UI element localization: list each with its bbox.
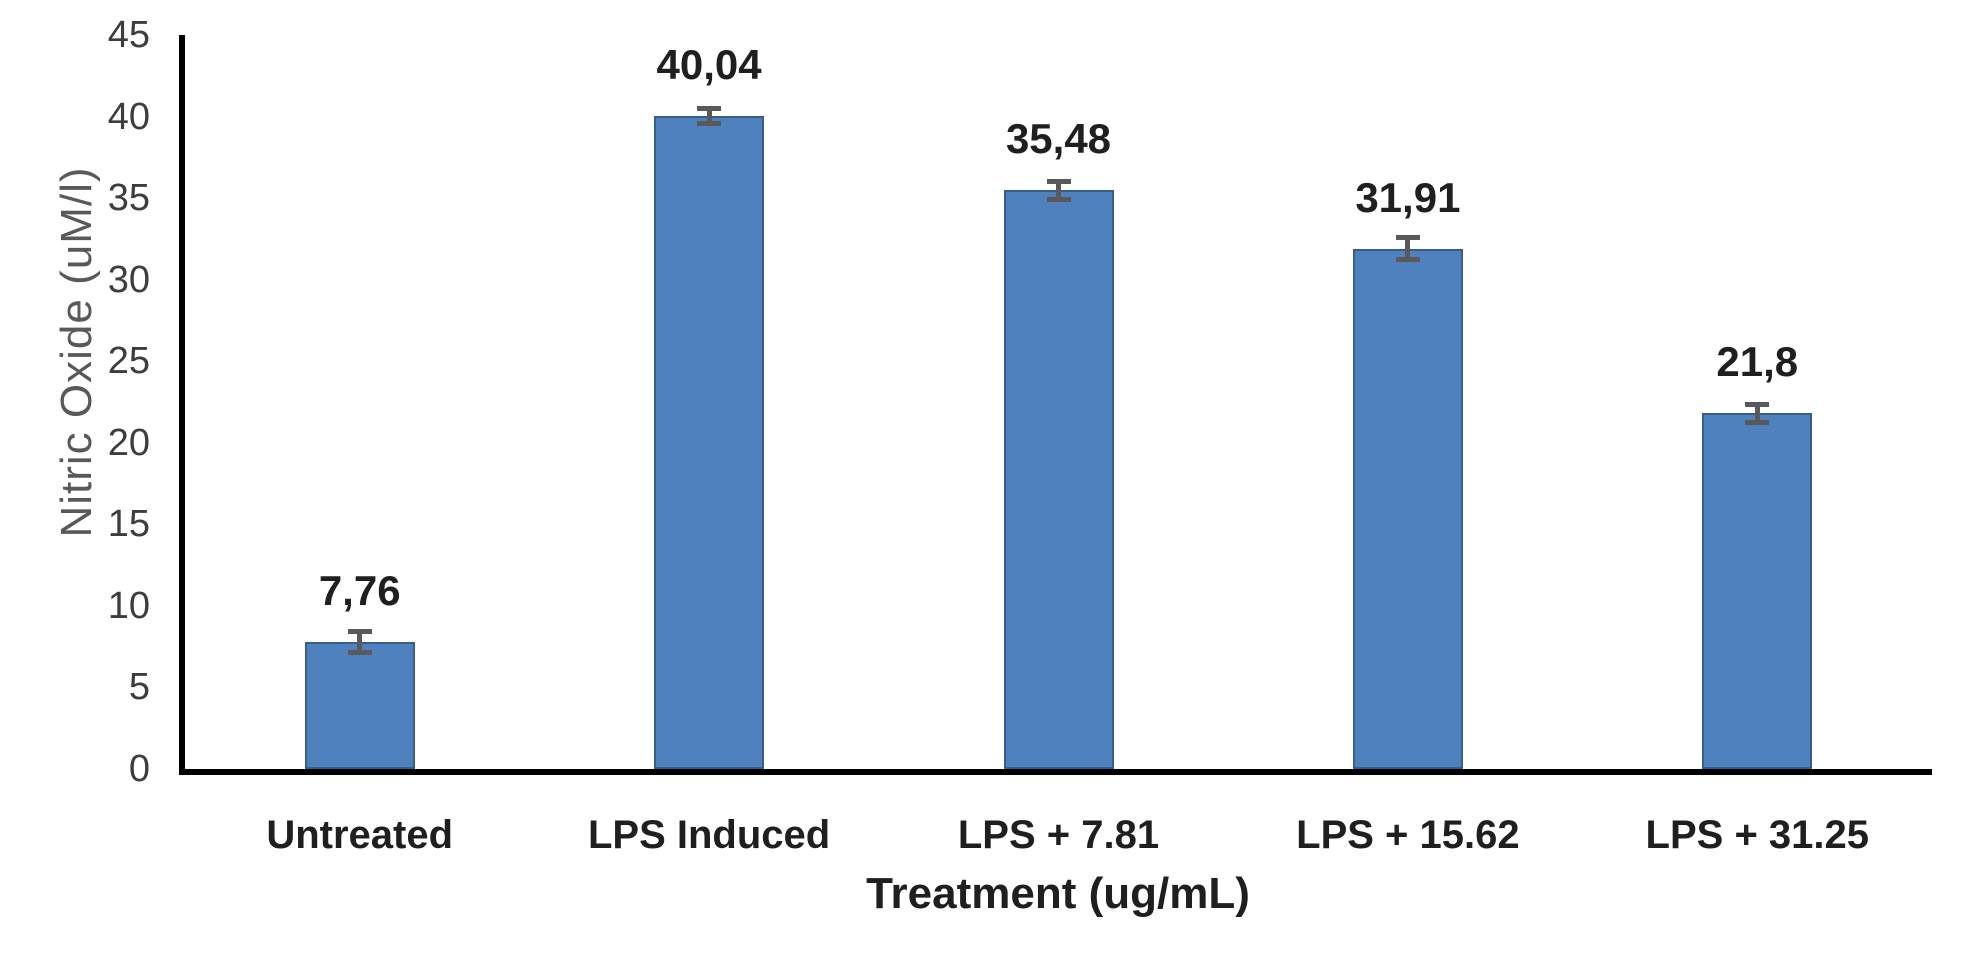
- x-category-label: Untreated: [266, 813, 454, 857]
- bar-value-label: 21,8: [1716, 338, 1799, 386]
- bar-lps-15-62: [1352, 248, 1463, 769]
- x-category-label: LPS + 7.81: [957, 813, 1160, 857]
- bar-lps-7-81: [1003, 190, 1114, 769]
- error-bar: [1395, 234, 1420, 263]
- error-bar-stem: [1056, 178, 1061, 202]
- y-tick-label: 20: [107, 421, 150, 464]
- x-axis-title: Treatment (ug/mL): [866, 869, 1250, 918]
- x-category-label: LPS + 31.25: [1645, 813, 1870, 857]
- y-tick-label: 40: [107, 95, 150, 138]
- plot-inner: 7,76 40,04 35,48 31,91 21,8: [185, 35, 1932, 769]
- error-bar-stem: [357, 629, 363, 656]
- y-tick-label: 30: [107, 258, 150, 301]
- bar-lps-31-25: [1702, 413, 1813, 769]
- error-bar: [1745, 402, 1770, 425]
- bar-value-label: 35,48: [1005, 115, 1112, 163]
- x-category-label: LPS Induced: [587, 813, 831, 857]
- y-tick-label: 15: [107, 503, 150, 546]
- y-tick-label: 5: [128, 666, 150, 709]
- y-tick-label: 45: [107, 14, 150, 56]
- y-tick-label: 0: [128, 748, 150, 790]
- x-category-label: LPS + 15.62: [1296, 813, 1520, 857]
- plot-area: 7,76 40,04 35,48 31,91 21,8: [179, 35, 1932, 775]
- error-bar: [347, 629, 372, 656]
- bar-untreated: [304, 642, 415, 769]
- bar-lps-induced: [654, 115, 765, 769]
- bar-value-label: 31,91: [1355, 173, 1461, 221]
- error-bar-stem: [706, 106, 712, 126]
- error-bar: [1046, 178, 1071, 202]
- error-bar-stem: [1754, 402, 1760, 425]
- error-bar: [697, 106, 722, 126]
- bar-value-label: 7,76: [318, 567, 401, 615]
- error-bar-stem: [1405, 234, 1411, 263]
- y-tick-label: 10: [107, 584, 150, 627]
- y-tick-label: 25: [107, 340, 150, 383]
- y-tick-label: 35: [107, 177, 150, 220]
- bar-value-label: 40,04: [656, 40, 762, 88]
